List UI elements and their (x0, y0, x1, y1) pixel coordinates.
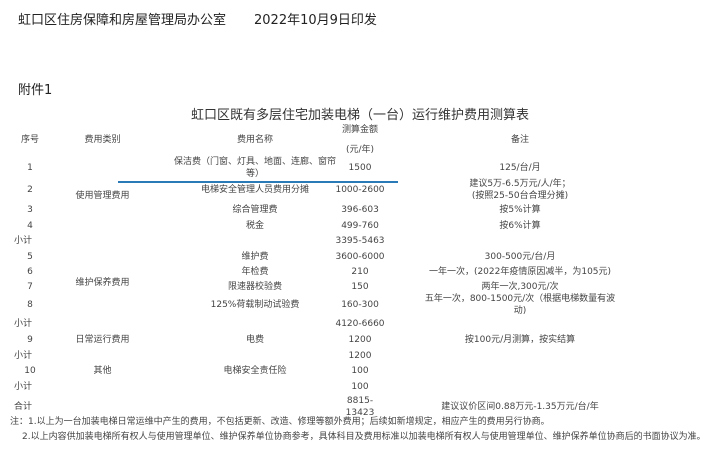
table-cell: 年检费 (241, 267, 269, 277)
table-cell: 一年一次，(2022年疫情原因减半，为105元) (428, 267, 612, 277)
issuer: 虹口区住房保障和房屋管理局办公室 (18, 13, 227, 28)
table-cell: 7 (27, 282, 33, 292)
table-cell: 两年一次,300元/次 (481, 282, 559, 292)
table-cell: 保洁费（门窗、灯具、地面、连廊、窗帘 等） (173, 157, 336, 179)
table-cell: 建议议价区间0.88万元-1.35万元/台/年 (441, 402, 599, 412)
table-cell: 9 (27, 335, 33, 345)
table-cell: 小计 (13, 351, 32, 361)
table-cell: 综合管理费 (232, 205, 278, 215)
table-cell: 电梯安全管理人员费用分摊 (200, 185, 309, 195)
table-cell: 100 (351, 366, 369, 376)
table-cell: 五年一次，800-1500元/次（根据电梯数量有波 动) (424, 294, 616, 316)
table-cell: 1200 (348, 335, 372, 345)
table-cell: 5 (27, 252, 33, 262)
note-2: 2.以上内容供加装电梯所有权人与使用管理单位、维护保养单位协商参考，具体科目及费… (22, 432, 706, 442)
table-cell: 限速器校验费 (227, 282, 282, 292)
highlight-underline (118, 181, 398, 183)
table-cell: 150 (351, 282, 369, 292)
table-cell: 合计 (13, 402, 32, 412)
table-cell: 4 (27, 221, 33, 231)
col-no: 序号 (20, 135, 39, 145)
table-cell: 建议5万-6.5万元/人/年； (按照25-50台合理分摊) (469, 179, 571, 201)
table-title: 虹口区既有多层住宅加装电梯（一台）运行维护费用测算表 (190, 108, 529, 123)
table-cell: 按6%计算 (499, 221, 541, 231)
col-name: 费用名称 (236, 135, 273, 145)
category-other: 其他 (93, 366, 112, 376)
table-cell: 1500 (348, 163, 372, 173)
issue-date: 2022年10月9日印发 (254, 13, 377, 28)
table-cell: 3600-6000 (335, 252, 385, 262)
category-usage: 使用管理费用 (75, 191, 130, 201)
table-cell: 1200 (348, 351, 372, 361)
table-cell: 2 (27, 185, 33, 195)
table-cell: 125/台/月 (499, 163, 541, 173)
table-cell: 6 (27, 267, 33, 277)
attachment-label: 附件1 (18, 83, 53, 98)
table-cell: 按100元/月测算，按实结算 (464, 335, 576, 345)
table-cell: 按5%计算 (499, 205, 541, 215)
col-remark: 备注 (510, 135, 529, 145)
table-cell: 3 (27, 205, 33, 215)
table-cell: 税金 (245, 221, 264, 231)
table-cell: 小计 (13, 236, 32, 246)
category-maintenance: 维护保养费用 (75, 278, 130, 288)
table-cell: 电梯安全责任险 (223, 366, 287, 376)
table-cell: 4120-6660 (335, 319, 385, 329)
table-cell: 8 (27, 300, 33, 310)
category-daily: 日常运行费用 (75, 335, 130, 345)
table-cell: 1 (27, 163, 33, 173)
table-cell: 维护费 (241, 252, 269, 262)
col-category: 费用类别 (84, 135, 121, 145)
table-cell: 125%荷载制动试验费 (210, 300, 300, 310)
col-amount: 测算金额 (元/年) (341, 125, 378, 155)
table-cell: 499-760 (341, 221, 379, 231)
table-cell: 3395-5463 (335, 236, 385, 246)
table-cell: 160-300 (341, 300, 379, 310)
table-cell: 电费 (245, 335, 264, 345)
table-cell: 10 (24, 366, 36, 376)
table-cell: 8815- 13423 (345, 396, 375, 418)
table-cell: 300-500元/台/月 (484, 252, 556, 262)
table-cell: 小计 (13, 382, 32, 392)
note-1: 注：1.以上为一台加装电梯日常运维中产生的费用，不包括更新、改造、修理等额外费用… (10, 417, 550, 427)
table-cell: 396-603 (341, 205, 379, 215)
table-cell: 1000-2600 (335, 185, 385, 195)
document-header: 虹口区住房保障和房屋管理局办公室 2022年10月9日印发 (18, 9, 405, 28)
table-cell: 210 (351, 267, 369, 277)
table-cell: 小计 (13, 319, 32, 329)
table-cell: 100 (351, 382, 369, 392)
